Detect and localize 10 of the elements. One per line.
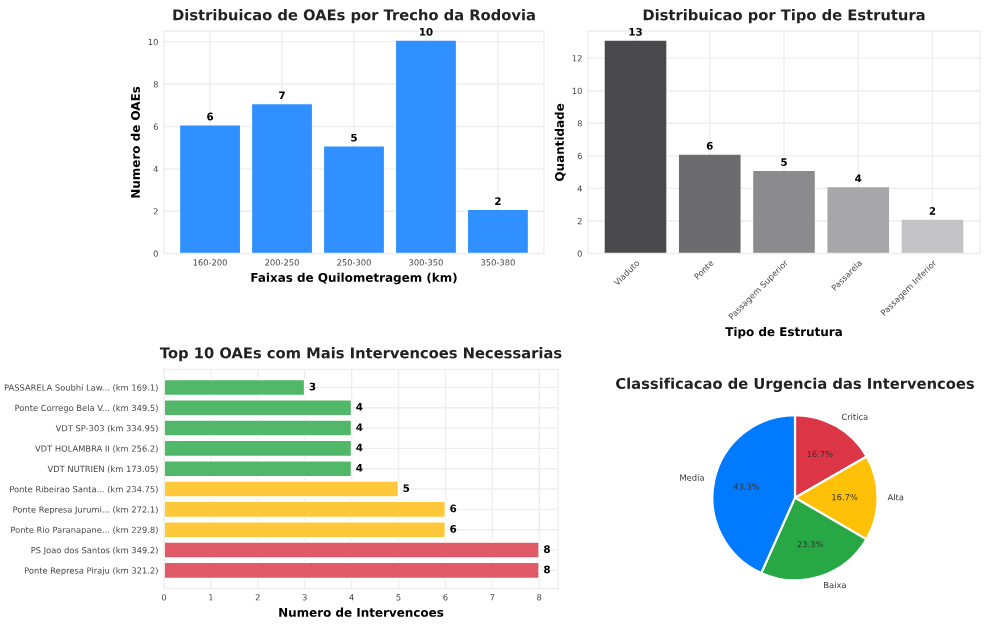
bar (678, 154, 741, 254)
bar (396, 40, 456, 254)
bar (324, 146, 384, 254)
bar (753, 171, 815, 254)
bar (468, 210, 528, 254)
bar (827, 187, 890, 254)
bar (901, 219, 964, 254)
bar (604, 40, 667, 254)
bar (252, 104, 312, 254)
bar (180, 125, 240, 254)
